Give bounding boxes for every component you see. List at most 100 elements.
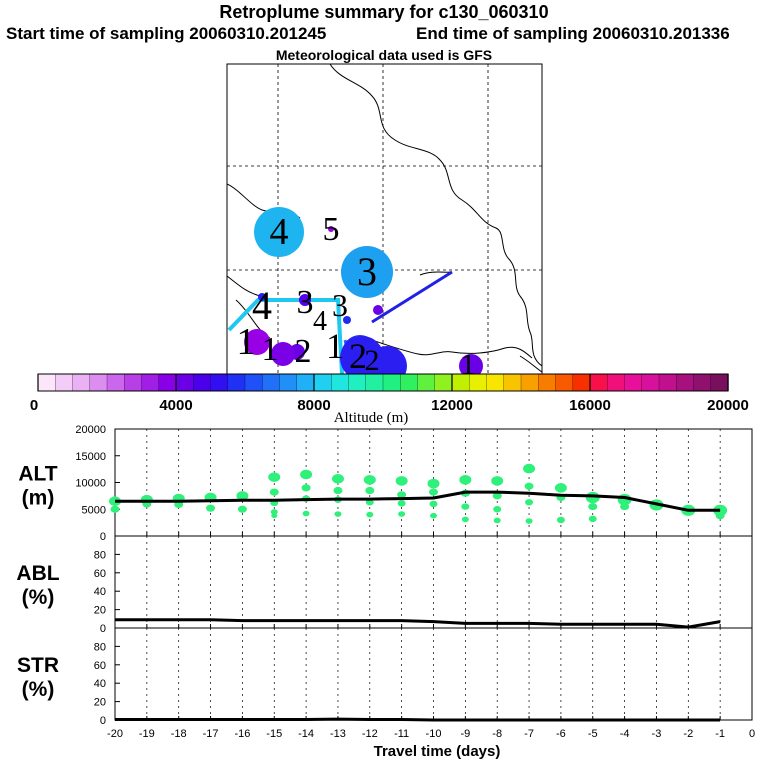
altitude-point bbox=[429, 500, 438, 508]
colorbar-cell bbox=[641, 373, 660, 392]
altitude-point bbox=[556, 516, 565, 524]
colorbar-cell bbox=[503, 373, 522, 392]
y-tick-label: 80 bbox=[94, 549, 106, 561]
panel-label: ALT bbox=[18, 463, 57, 486]
colorbar-cell bbox=[676, 373, 695, 392]
y-tick-label: 60 bbox=[94, 568, 106, 580]
altitude-point bbox=[715, 512, 725, 520]
y-tick-label: 0 bbox=[100, 623, 106, 635]
trajectory-bubble bbox=[271, 342, 295, 366]
x-tick-label: -14 bbox=[298, 728, 314, 740]
x-tick-label: -9 bbox=[460, 728, 470, 740]
trajectory-bubble bbox=[299, 294, 311, 306]
panel-label: ABL bbox=[16, 562, 59, 585]
colorbar-cell bbox=[37, 373, 56, 392]
x-tick-label: -7 bbox=[524, 728, 534, 740]
day-marker-label: 4 bbox=[270, 211, 289, 253]
sampling-end-time: End time of sampling 20060310.201336 bbox=[416, 24, 730, 43]
colorbar-cell bbox=[89, 373, 108, 392]
x-axis-label: Travel time (days) bbox=[374, 743, 501, 760]
altitude-point bbox=[430, 512, 437, 519]
altitude-point bbox=[301, 484, 311, 492]
y-tick-label: 15000 bbox=[75, 451, 106, 463]
y-tick-label: 20000 bbox=[75, 424, 106, 436]
altitude-colorbar: 0 4000 8000 12000 16000 20000 Altitude (m) bbox=[30, 373, 749, 426]
colorbar-cell bbox=[658, 373, 677, 392]
trajectory-bubble bbox=[367, 346, 407, 374]
trajectory-bubble bbox=[341, 246, 393, 298]
trajectory-bubble bbox=[258, 293, 266, 301]
day-marker-label: 1 bbox=[461, 348, 476, 381]
colorbar-cell bbox=[262, 373, 281, 392]
altitude-point bbox=[271, 513, 278, 519]
altitude-point bbox=[365, 486, 375, 495]
altitude-point bbox=[713, 504, 728, 516]
colorbar-cell bbox=[348, 373, 367, 392]
x-tick-label: -13 bbox=[330, 728, 346, 740]
colorbar-cell bbox=[555, 373, 574, 392]
day-marker-label: 4 bbox=[252, 283, 272, 328]
altitude-point bbox=[461, 503, 470, 510]
map-panel: 4 534 3 341 11 2 22 1 bbox=[226, 63, 543, 381]
altitude-point bbox=[493, 517, 501, 524]
altitude-point bbox=[588, 515, 597, 523]
colorbar-cell bbox=[279, 373, 298, 392]
colorbar-cell bbox=[572, 373, 591, 392]
altitude-point bbox=[268, 472, 281, 482]
trajectory-bubble bbox=[459, 354, 483, 374]
colorbar-cell bbox=[106, 373, 125, 392]
day-marker-label: 5 bbox=[323, 211, 340, 248]
altitude-point bbox=[397, 491, 407, 499]
colorbar-tick-label: 16000 bbox=[569, 397, 611, 414]
altitude-point bbox=[365, 499, 374, 506]
series-line bbox=[115, 618, 721, 629]
colorbar-cell bbox=[158, 373, 177, 392]
x-tick-label: -12 bbox=[362, 728, 378, 740]
x-tick-label: -6 bbox=[556, 728, 566, 740]
altitude-point bbox=[524, 482, 534, 490]
day-marker-label: 2 bbox=[295, 333, 312, 370]
altitude-point bbox=[525, 518, 533, 524]
altitude-point bbox=[110, 505, 120, 513]
altitude-point bbox=[461, 516, 469, 523]
altitude-point bbox=[363, 475, 376, 485]
panel-abl: 0 20 40 60 80 ABL(%) bbox=[16, 535, 753, 635]
altitude-point bbox=[395, 476, 408, 486]
y-tick-label: 80 bbox=[94, 641, 106, 653]
day-marker-label: 1 bbox=[326, 326, 344, 366]
x-tick-label: -8 bbox=[492, 728, 502, 740]
x-tick-label: -10 bbox=[426, 728, 442, 740]
y-tick-label: 40 bbox=[94, 678, 106, 690]
colorbar-axis-label: Altitude (m) bbox=[334, 410, 409, 426]
altitude-point bbox=[492, 492, 502, 500]
day-marker-label: 3 bbox=[297, 284, 314, 321]
y-tick-label: 0 bbox=[100, 531, 106, 543]
altitude-point bbox=[206, 504, 216, 512]
y-tick-label: 60 bbox=[94, 660, 106, 672]
x-tick-label: -16 bbox=[234, 728, 250, 740]
colorbar-cell bbox=[538, 373, 557, 392]
day-marker-label: 1 bbox=[237, 321, 256, 363]
altitude-point bbox=[554, 483, 567, 493]
colorbar-cell bbox=[193, 373, 212, 392]
colorbar-cell bbox=[520, 373, 539, 392]
altitude-point bbox=[397, 500, 406, 507]
met-data-note: Meteorological data used is GFS bbox=[275, 47, 493, 63]
altitude-point bbox=[300, 469, 313, 480]
altitude-point bbox=[459, 475, 472, 485]
colorbar-cell bbox=[486, 373, 505, 392]
day-marker-label: 2 bbox=[365, 344, 380, 377]
altitude-point bbox=[493, 506, 502, 513]
colorbar-tick-label: 8000 bbox=[297, 397, 330, 414]
altitude-point bbox=[427, 478, 440, 489]
day-marker-label: 2 bbox=[349, 336, 367, 376]
altitude-point bbox=[588, 502, 598, 511]
x-tick-label: -15 bbox=[266, 728, 282, 740]
colorbar-cell bbox=[624, 373, 643, 392]
altitude-point bbox=[491, 476, 504, 486]
colorbar-tick-label: 0 bbox=[30, 397, 38, 414]
panel-unit-label: (%) bbox=[22, 678, 55, 701]
colorbar-cell bbox=[607, 373, 626, 392]
colorbar-cell bbox=[124, 373, 143, 392]
time-series-panels: 05000100001500020000ALT(m)020406080ABL(%… bbox=[16, 424, 755, 760]
